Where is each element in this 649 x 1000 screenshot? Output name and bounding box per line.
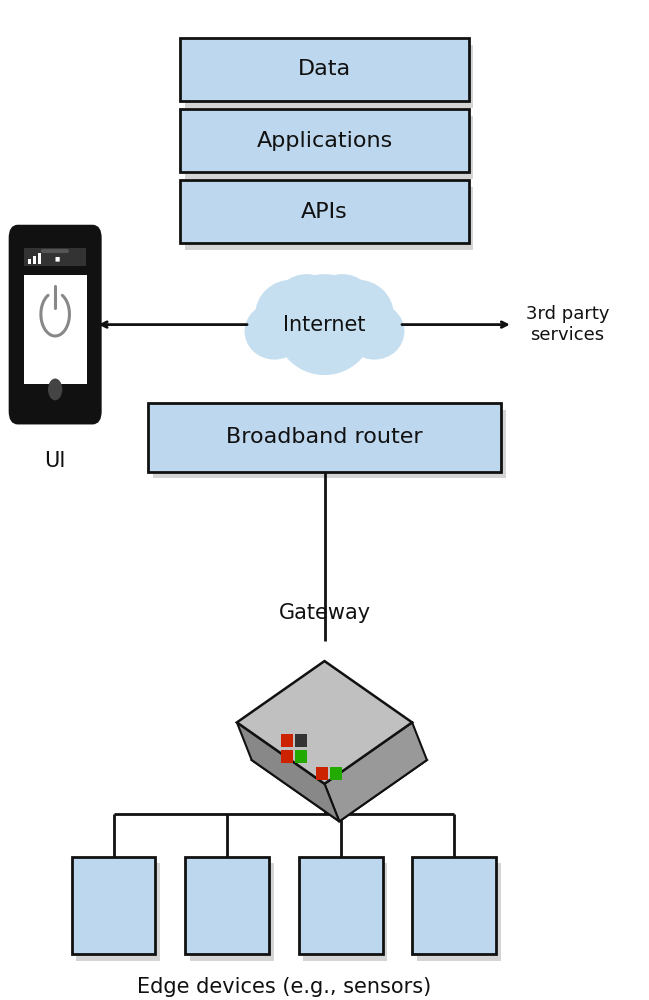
Bar (295, 734, 307, 747)
Bar (38, 253, 42, 264)
Text: APIs: APIs (301, 202, 348, 222)
Bar (281, 750, 293, 763)
Text: 3rd party
services: 3rd party services (526, 305, 609, 344)
Polygon shape (237, 661, 412, 784)
FancyBboxPatch shape (185, 187, 473, 250)
Text: Broadband router: Broadband router (227, 427, 422, 447)
Bar (33, 256, 36, 264)
FancyBboxPatch shape (304, 863, 387, 961)
Polygon shape (252, 699, 427, 821)
Bar (25, 248, 86, 266)
Ellipse shape (319, 280, 394, 349)
Ellipse shape (310, 274, 374, 335)
FancyBboxPatch shape (180, 38, 469, 101)
Ellipse shape (345, 303, 404, 360)
FancyBboxPatch shape (186, 857, 269, 954)
FancyBboxPatch shape (148, 403, 501, 472)
Ellipse shape (289, 313, 360, 370)
FancyBboxPatch shape (180, 180, 469, 243)
FancyBboxPatch shape (413, 857, 496, 954)
Ellipse shape (275, 274, 374, 375)
Bar (330, 767, 342, 780)
Text: Internet: Internet (283, 315, 366, 335)
FancyBboxPatch shape (71, 857, 156, 954)
Bar (316, 767, 328, 780)
FancyBboxPatch shape (77, 863, 160, 961)
Polygon shape (237, 722, 339, 821)
FancyBboxPatch shape (185, 45, 473, 108)
Text: Edge devices (e.g., sensors): Edge devices (e.g., sensors) (137, 977, 431, 997)
FancyBboxPatch shape (24, 275, 87, 384)
Text: Applications: Applications (256, 131, 393, 151)
Ellipse shape (275, 274, 339, 335)
Bar (27, 259, 31, 264)
FancyBboxPatch shape (180, 109, 469, 172)
Bar (295, 750, 307, 763)
FancyBboxPatch shape (185, 116, 473, 179)
Text: ■: ■ (55, 256, 60, 261)
Bar (281, 734, 293, 747)
FancyBboxPatch shape (299, 857, 383, 954)
Ellipse shape (245, 303, 304, 360)
FancyBboxPatch shape (190, 863, 274, 961)
Circle shape (48, 379, 62, 400)
Text: UI: UI (45, 451, 66, 471)
FancyBboxPatch shape (417, 863, 501, 961)
Text: Gateway: Gateway (278, 603, 371, 623)
Text: Data: Data (298, 59, 351, 79)
FancyBboxPatch shape (10, 226, 101, 423)
Ellipse shape (255, 280, 330, 349)
FancyBboxPatch shape (153, 410, 506, 478)
Polygon shape (324, 722, 427, 821)
